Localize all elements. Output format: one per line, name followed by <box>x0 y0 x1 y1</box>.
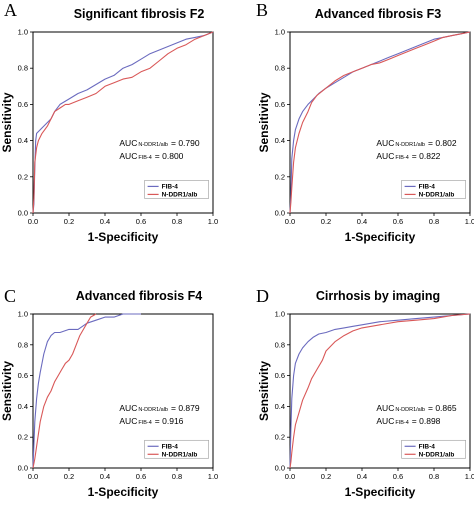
plot-frame <box>32 31 214 214</box>
panel-letter: B <box>256 0 268 20</box>
y-tick-label: 0.2 <box>18 433 28 442</box>
legend-label: FIB-4 <box>419 444 436 451</box>
auc-annotation: AUCN-DDR1/alb = 0.790 <box>119 138 199 148</box>
roc-curve-fib4 <box>289 313 471 469</box>
panel-letter: A <box>4 0 17 20</box>
y-axis-label: Sensitivity <box>257 92 271 152</box>
x-tick-label: 0.2 <box>321 217 331 226</box>
y-tick-label: 0.6 <box>18 100 28 109</box>
panel-title: Cirrhosis by imaging <box>316 289 440 303</box>
x-tick-label: 0.4 <box>100 472 110 481</box>
auc-annotation: AUCFIB-4 = 0.898 <box>376 416 440 426</box>
y-axis-label: Sensitivity <box>257 361 271 421</box>
x-tick-label: 1.0 <box>465 472 474 481</box>
y-tick-label: 0.4 <box>18 136 28 145</box>
legend-label: FIB-4 <box>162 444 179 451</box>
panel-letter: D <box>256 286 269 306</box>
x-tick-label: 1.0 <box>465 217 474 226</box>
roc-panel-d: D Cirrhosis by imaging 0.0 0.2 0.4 0.6 0.8 1.0 0… <box>256 286 474 499</box>
y-tick-label: 1.0 <box>275 310 285 319</box>
x-tick-label: 0.6 <box>393 217 403 226</box>
auc-annotation: AUCN-DDR1/alb = 0.802 <box>376 138 456 148</box>
auc-annotation: AUCN-DDR1/alb = 0.879 <box>119 403 199 413</box>
plot-frame <box>289 31 471 214</box>
y-tick-label: 0.0 <box>18 464 28 473</box>
roc-curve-n-ddr1-alb <box>32 31 214 214</box>
auc-annotation: AUCFIB-4 = 0.916 <box>119 416 183 426</box>
y-tick-label: 0.6 <box>275 371 285 380</box>
roc-curve-fib4 <box>32 313 141 469</box>
legend-box <box>144 180 209 199</box>
y-tick-label: 0.0 <box>275 209 285 218</box>
y-tick-label: 0.0 <box>18 209 28 218</box>
y-tick-label: 0.8 <box>275 340 285 349</box>
x-tick-label: 0.6 <box>136 472 146 481</box>
legend-label: N-DDR1/alb <box>419 452 455 459</box>
y-tick-label: 0.8 <box>275 64 285 73</box>
panel-title: Advanced fibrosis F3 <box>315 7 441 21</box>
y-axis-label: Sensitivity <box>0 361 14 421</box>
auc-annotation: AUCN-DDR1/alb = 0.865 <box>376 403 456 413</box>
y-tick-label: 0.8 <box>18 64 28 73</box>
x-tick-label: 0.8 <box>172 472 182 481</box>
y-tick-label: 0.8 <box>18 340 28 349</box>
y-tick-label: 0.4 <box>275 136 285 145</box>
x-tick-label: 0.8 <box>172 217 182 226</box>
y-tick-label: 1.0 <box>275 28 285 37</box>
y-tick-label: 1.0 <box>18 310 28 319</box>
y-tick-label: 0.6 <box>18 371 28 380</box>
x-tick-label: 0.4 <box>357 472 367 481</box>
legend-label: N-DDR1/alb <box>419 192 455 199</box>
roc-curve-fib4 <box>32 31 214 214</box>
legend-box <box>401 180 466 199</box>
roc-curve-n-ddr1-alb <box>289 31 471 214</box>
plot-frame <box>289 313 471 469</box>
y-tick-label: 0.2 <box>18 172 28 181</box>
x-tick-label: 0.2 <box>64 217 74 226</box>
y-tick-label: 1.0 <box>18 28 28 37</box>
panel-title: Advanced fibrosis F4 <box>76 289 202 303</box>
x-tick-label: 0.0 <box>28 217 38 226</box>
legend-label: N-DDR1/alb <box>162 452 198 459</box>
y-tick-label: 0.6 <box>275 100 285 109</box>
x-axis-label: 1-Specificity <box>88 485 159 499</box>
legend-label: FIB-4 <box>162 184 179 191</box>
x-tick-label: 0.6 <box>393 472 403 481</box>
legend-label: N-DDR1/alb <box>162 192 198 199</box>
y-axis-label: Sensitivity <box>0 92 14 152</box>
x-tick-label: 1.0 <box>208 472 218 481</box>
panel-letter: C <box>4 286 16 306</box>
x-tick-label: 0.2 <box>64 472 74 481</box>
legend-box <box>401 439 466 459</box>
legend-box <box>144 439 209 459</box>
y-tick-label: 0.4 <box>18 402 28 411</box>
y-tick-label: 0.0 <box>275 464 285 473</box>
x-axis-label: 1-Specificity <box>345 230 416 244</box>
x-tick-label: 0.8 <box>429 217 439 226</box>
roc-panel-b: B Advanced fibrosis F3 0.0 0.2 0.4 0.6 0.8 1.0 0… <box>256 0 474 244</box>
x-tick-label: 1.0 <box>208 217 218 226</box>
y-tick-label: 0.2 <box>275 433 285 442</box>
x-tick-label: 0.6 <box>136 217 146 226</box>
x-tick-label: 0.4 <box>100 217 110 226</box>
roc-panel-c: C Advanced fibrosis F4 0.0 0.2 0.4 0.6 0.8 1.0 0… <box>0 286 218 499</box>
roc-curve-n-ddr1-alb <box>32 313 97 469</box>
x-axis-label: 1-Specificity <box>345 485 416 499</box>
x-tick-label: 0.0 <box>28 472 38 481</box>
x-tick-label: 0.0 <box>285 472 295 481</box>
y-tick-label: 0.4 <box>275 402 285 411</box>
x-tick-label: 0.0 <box>285 217 295 226</box>
roc-curve-n-ddr1-alb <box>289 313 471 469</box>
legend-label: FIB-4 <box>419 184 436 191</box>
auc-annotation: AUCFIB-4 = 0.800 <box>119 151 183 161</box>
x-tick-label: 0.8 <box>429 472 439 481</box>
x-axis-label: 1-Specificity <box>88 230 159 244</box>
roc-panel-a: A Significant fibrosis F2 0.0 0.2 0.4 0.6 0.8 1… <box>0 0 218 244</box>
panel-title: Significant fibrosis F2 <box>74 7 205 21</box>
x-tick-label: 0.2 <box>321 472 331 481</box>
auc-annotation: AUCFIB-4 = 0.822 <box>376 151 440 161</box>
y-tick-label: 0.2 <box>275 172 285 181</box>
x-tick-label: 0.4 <box>357 217 367 226</box>
